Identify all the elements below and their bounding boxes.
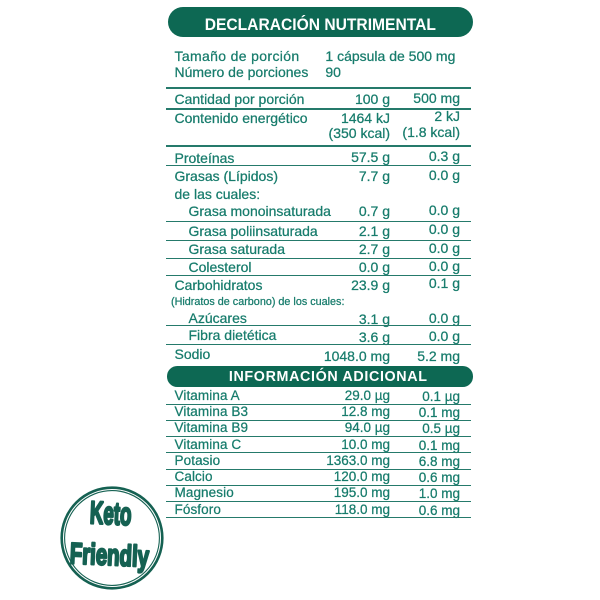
svg-text:Keto: Keto — [89, 494, 132, 532]
svg-text:Friendly: Friendly — [69, 537, 149, 573]
